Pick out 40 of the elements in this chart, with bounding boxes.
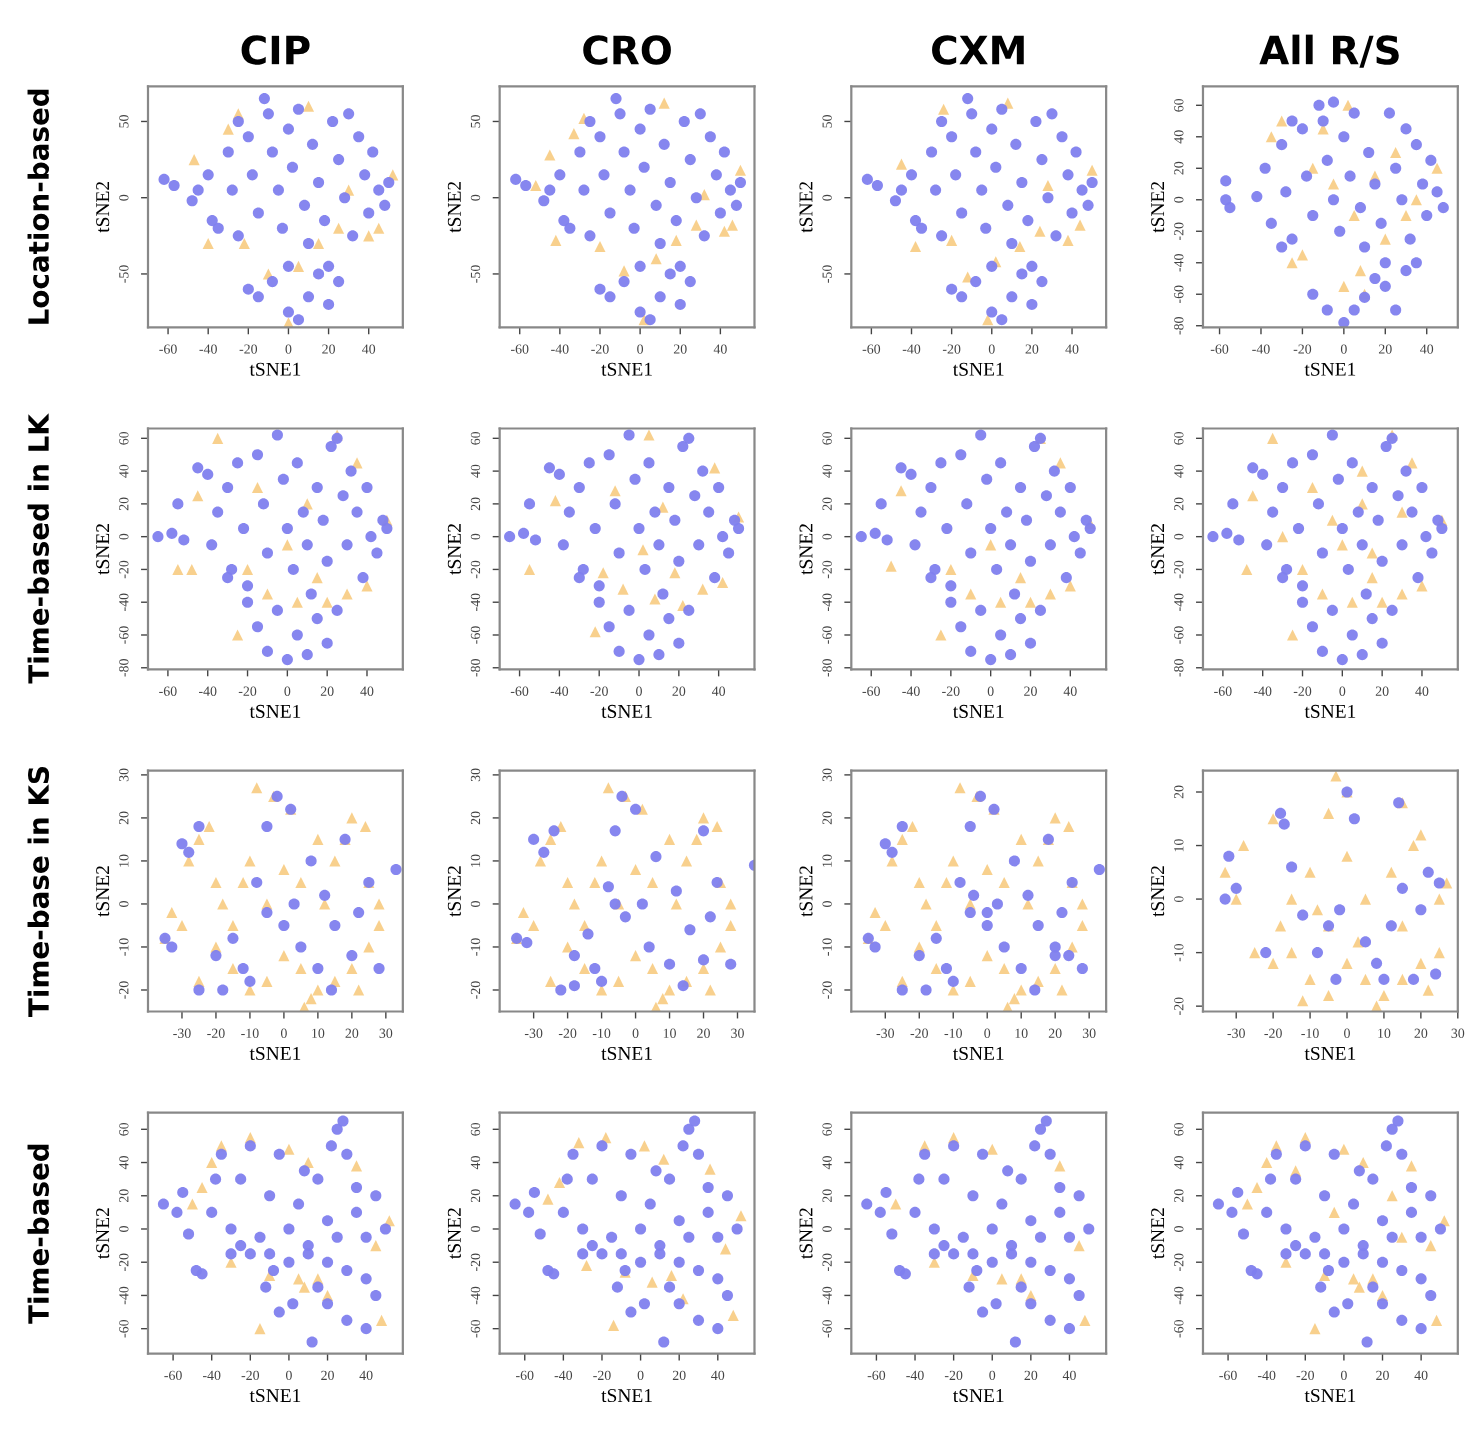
x-axis-title: tSNE1	[249, 1046, 301, 1061]
y-axis-title: tSNE2	[799, 1208, 813, 1259]
chart-title: CIP	[241, 35, 310, 65]
x-axis-title: tSNE1	[952, 1389, 1004, 1403]
y-axis-title: tSNE2	[1151, 182, 1165, 233]
y-axis-title: tSNE2	[447, 524, 461, 575]
y-axis-title: tSNE2	[96, 182, 110, 233]
x-axis-title: tSNE1	[952, 362, 1004, 376]
y-axis-title: tSNE2	[1151, 524, 1165, 575]
chart-title: CRO	[583, 35, 671, 65]
x-axis-title: tSNE1	[601, 1046, 652, 1061]
x-axis-title: tSNE1	[1304, 362, 1356, 376]
y-axis-title: tSNE2	[447, 182, 461, 233]
y-axis-title: tSNE2	[447, 866, 461, 917]
x-axis-title: tSNE1	[601, 1389, 652, 1403]
x-axis-title: tSNE1	[601, 362, 652, 376]
text: Time-based	[27, 1144, 50, 1324]
y-axis-title: tSNE2	[1151, 1208, 1165, 1259]
y-axis-title: tSNE2	[96, 866, 110, 917]
x-axis-title: tSNE1	[1304, 1046, 1356, 1061]
y-axis-title: tSNE2	[799, 182, 813, 233]
x-axis-title: tSNE1	[601, 704, 652, 718]
x-axis-title: tSNE1	[249, 362, 301, 376]
x-axis-title: tSNE1	[952, 704, 1004, 718]
y-axis-title: tSNE2	[96, 524, 110, 575]
x-axis-title: tSNE1	[952, 1046, 1004, 1061]
y-axis-title: tSNE2	[96, 1208, 110, 1259]
y-axis-title: tSNE2	[447, 1208, 461, 1259]
y-axis-title: tSNE2	[799, 524, 813, 575]
text: Time-base in KS	[27, 767, 50, 1017]
chart-title: CXM	[932, 35, 1024, 65]
y-axis-title: tSNE2	[1151, 866, 1165, 917]
x-axis-title: tSNE1	[249, 704, 301, 718]
x-axis-title: tSNE1	[1304, 704, 1356, 718]
y-axis-title: tSNE2	[799, 866, 813, 917]
x-axis-title: tSNE1	[249, 1389, 301, 1403]
text: Location-based	[27, 89, 50, 324]
chart-title: All R/S	[1259, 34, 1399, 68]
x-axis-title: tSNE1	[1304, 1389, 1356, 1403]
text: Time-based in LK	[27, 413, 50, 684]
